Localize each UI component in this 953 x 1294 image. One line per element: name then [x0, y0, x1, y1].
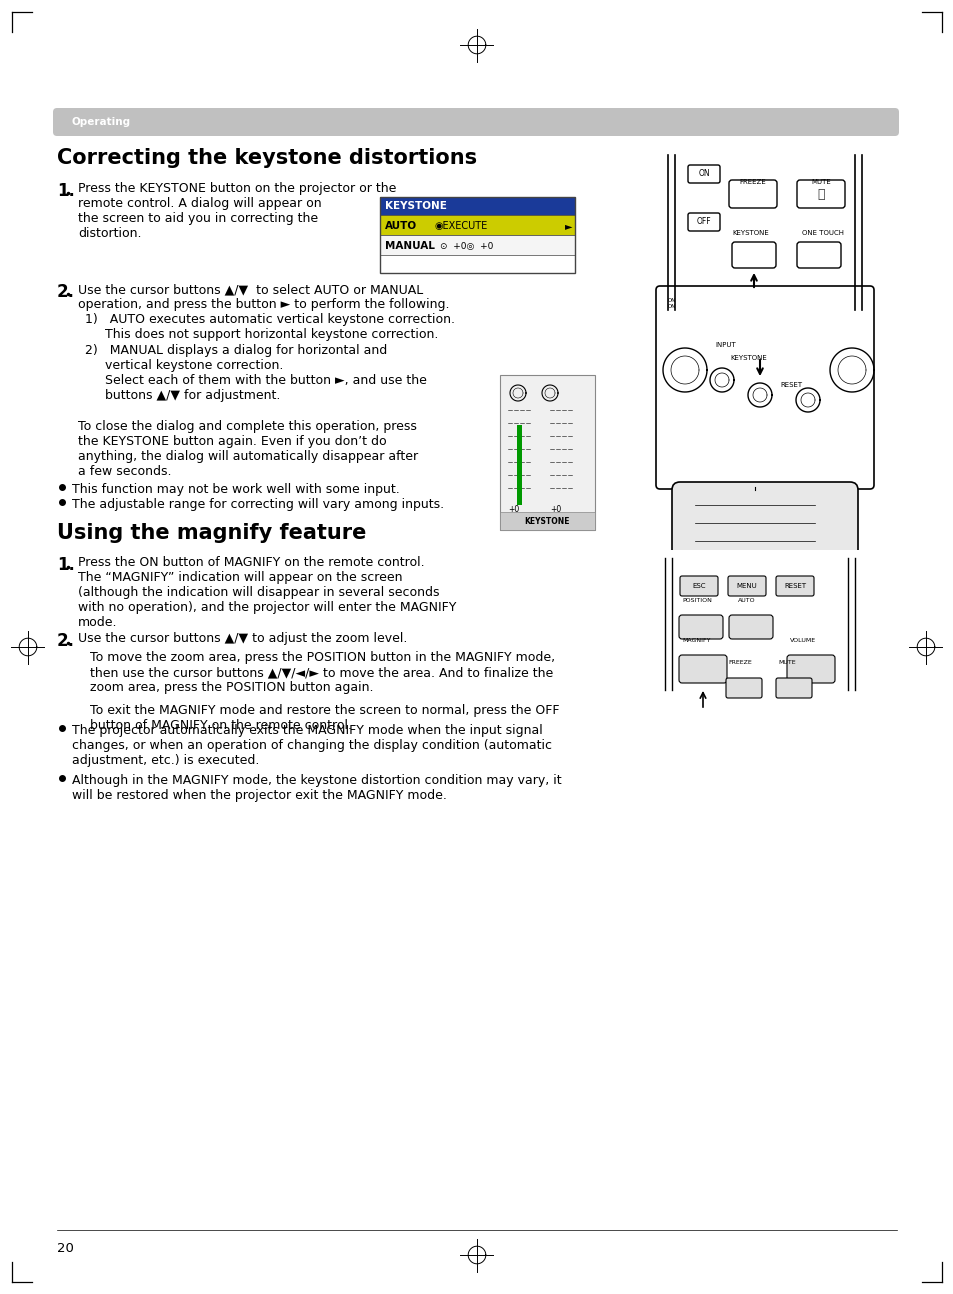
Text: FREEZE: FREEZE — [727, 660, 751, 665]
Text: mode.: mode. — [78, 616, 117, 629]
Text: 2.: 2. — [57, 631, 75, 650]
Bar — [659, 550, 859, 695]
Text: anything, the dialog will automatically disappear after: anything, the dialog will automatically … — [78, 450, 417, 463]
FancyBboxPatch shape — [775, 576, 813, 597]
FancyBboxPatch shape — [728, 615, 772, 639]
Text: 2)   MANUAL displays a dialog for horizontal and: 2) MANUAL displays a dialog for horizont… — [85, 344, 387, 357]
Text: MUTE: MUTE — [778, 660, 795, 665]
Text: The projector automatically exits the MAGNIFY mode when the input signal: The projector automatically exits the MA… — [71, 725, 542, 738]
Text: +0: +0 — [550, 506, 560, 515]
Text: 1.: 1. — [57, 556, 74, 575]
Bar — [379, 236, 575, 255]
FancyBboxPatch shape — [53, 107, 898, 136]
Text: RESET: RESET — [780, 382, 801, 388]
Text: MANUAL: MANUAL — [385, 241, 435, 251]
Bar — [499, 375, 595, 531]
Text: adjustment, etc.) is executed.: adjustment, etc.) is executed. — [71, 754, 259, 767]
FancyBboxPatch shape — [679, 576, 718, 597]
Text: vertical keystone correction.: vertical keystone correction. — [85, 358, 283, 371]
Text: AUTO: AUTO — [738, 598, 755, 603]
Text: Select each of them with the button ►, and use the: Select each of them with the button ►, a… — [85, 374, 426, 387]
Text: remote control. A dialog will appear on: remote control. A dialog will appear on — [78, 197, 321, 210]
Text: KEYSTONE: KEYSTONE — [524, 516, 570, 525]
Text: distortion.: distortion. — [78, 226, 141, 239]
FancyBboxPatch shape — [796, 242, 841, 268]
Text: button of MAGNIFY on the remote control.: button of MAGNIFY on the remote control. — [78, 719, 352, 732]
FancyBboxPatch shape — [786, 655, 834, 683]
Text: The adjustable range for correcting will vary among inputs.: The adjustable range for correcting will… — [71, 498, 444, 511]
Text: This function may not be work well with some input.: This function may not be work well with … — [71, 483, 399, 496]
Text: 輪: 輪 — [817, 188, 824, 201]
Text: ON: ON — [698, 170, 709, 179]
Bar — [517, 424, 521, 505]
Bar — [379, 197, 575, 215]
Text: Use the cursor buttons ▲/▼  to select AUTO or MANUAL: Use the cursor buttons ▲/▼ to select AUT… — [78, 283, 423, 296]
Text: Correcting the keystone distortions: Correcting the keystone distortions — [57, 148, 476, 168]
Text: RESET: RESET — [783, 584, 805, 589]
FancyBboxPatch shape — [731, 242, 775, 268]
FancyBboxPatch shape — [725, 678, 761, 697]
Text: Operating: Operating — [71, 116, 131, 127]
Bar — [499, 512, 595, 531]
Text: ONE TOUCH: ONE TOUCH — [801, 230, 843, 236]
Text: the KEYSTONE button again. Even if you don’t do: the KEYSTONE button again. Even if you d… — [78, 435, 386, 448]
FancyBboxPatch shape — [796, 180, 844, 208]
Text: VOLUME: VOLUME — [789, 638, 815, 643]
Text: 2.: 2. — [57, 283, 75, 302]
FancyBboxPatch shape — [775, 678, 811, 697]
Text: This does not support horizontal keystone correction.: This does not support horizontal keyston… — [85, 327, 438, 342]
FancyBboxPatch shape — [671, 481, 857, 578]
Text: AUTO: AUTO — [385, 221, 416, 232]
Text: To move the zoom area, press the POSITION button in the MAGNIFY mode,: To move the zoom area, press the POSITIO… — [78, 651, 555, 664]
Text: 1.: 1. — [57, 182, 74, 201]
Text: To exit the MAGNIFY mode and restore the screen to normal, press the OFF: To exit the MAGNIFY mode and restore the… — [78, 704, 558, 717]
Text: MUTE: MUTE — [810, 179, 830, 185]
Text: a few seconds.: a few seconds. — [78, 465, 172, 477]
Text: the screen to aid you in correcting the: the screen to aid you in correcting the — [78, 212, 317, 225]
Text: ⊙  +0◎  +0: ⊙ +0◎ +0 — [439, 242, 493, 251]
Text: ESC: ESC — [692, 584, 705, 589]
Text: ◉EXECUTE: ◉EXECUTE — [435, 221, 488, 232]
Text: MAGNIFY: MAGNIFY — [681, 638, 710, 643]
Text: Although in the MAGNIFY mode, the keystone distortion condition may vary, it: Although in the MAGNIFY mode, the keysto… — [71, 774, 561, 787]
Text: ►: ► — [564, 221, 572, 232]
Text: OFF: OFF — [696, 217, 711, 226]
Text: KEYSTONE: KEYSTONE — [729, 355, 766, 361]
Text: INPUT: INPUT — [714, 342, 735, 348]
Text: changes, or when an operation of changing the display condition (automatic: changes, or when an operation of changin… — [71, 739, 552, 752]
FancyBboxPatch shape — [727, 576, 765, 597]
Text: FREEZE: FREEZE — [739, 179, 765, 185]
Bar — [379, 215, 575, 236]
Text: then use the cursor buttons ▲/▼/◄/► to move the area. And to finalize the: then use the cursor buttons ▲/▼/◄/► to m… — [78, 666, 553, 679]
Bar — [379, 197, 575, 273]
Text: buttons ▲/▼ for adjustment.: buttons ▲/▼ for adjustment. — [85, 389, 280, 402]
Text: (although the indication will disappear in several seconds: (although the indication will disappear … — [78, 586, 439, 599]
FancyBboxPatch shape — [728, 180, 776, 208]
Text: Press the KEYSTONE button on the projector or the: Press the KEYSTONE button on the project… — [78, 182, 395, 195]
Text: zoom area, press the POSITION button again.: zoom area, press the POSITION button aga… — [78, 681, 374, 694]
Text: POSITION: POSITION — [681, 598, 711, 603]
Text: 20: 20 — [57, 1242, 73, 1255]
Text: Using the magnify feature: Using the magnify feature — [57, 523, 366, 543]
Text: will be restored when the projector exit the MAGNIFY mode.: will be restored when the projector exit… — [71, 789, 446, 802]
Text: Use the cursor buttons ▲/▼ to adjust the zoom level.: Use the cursor buttons ▲/▼ to adjust the… — [78, 631, 407, 644]
Text: To close the dialog and complete this operation, press: To close the dialog and complete this op… — [78, 421, 416, 433]
Text: MENU: MENU — [736, 584, 757, 589]
Text: +0: +0 — [507, 506, 518, 515]
Bar — [659, 145, 869, 320]
FancyBboxPatch shape — [679, 655, 726, 683]
Text: 1)   AUTO executes automatic vertical keystone correction.: 1) AUTO executes automatic vertical keys… — [85, 313, 455, 326]
Text: with no operation), and the projector will enter the MAGNIFY: with no operation), and the projector wi… — [78, 600, 456, 613]
FancyBboxPatch shape — [687, 214, 720, 232]
FancyBboxPatch shape — [656, 286, 873, 489]
Text: operation, and press the button ► to perform the following.: operation, and press the button ► to per… — [78, 298, 449, 311]
Text: The “MAGNIFY” indication will appear on the screen: The “MAGNIFY” indication will appear on … — [78, 571, 402, 584]
Text: ON
ON: ON ON — [667, 298, 676, 309]
FancyBboxPatch shape — [687, 166, 720, 182]
Text: KEYSTONE: KEYSTONE — [385, 201, 446, 211]
Text: KEYSTONE: KEYSTONE — [731, 230, 768, 236]
FancyBboxPatch shape — [679, 615, 722, 639]
Text: Press the ON button of MAGNIFY on the remote control.: Press the ON button of MAGNIFY on the re… — [78, 556, 424, 569]
